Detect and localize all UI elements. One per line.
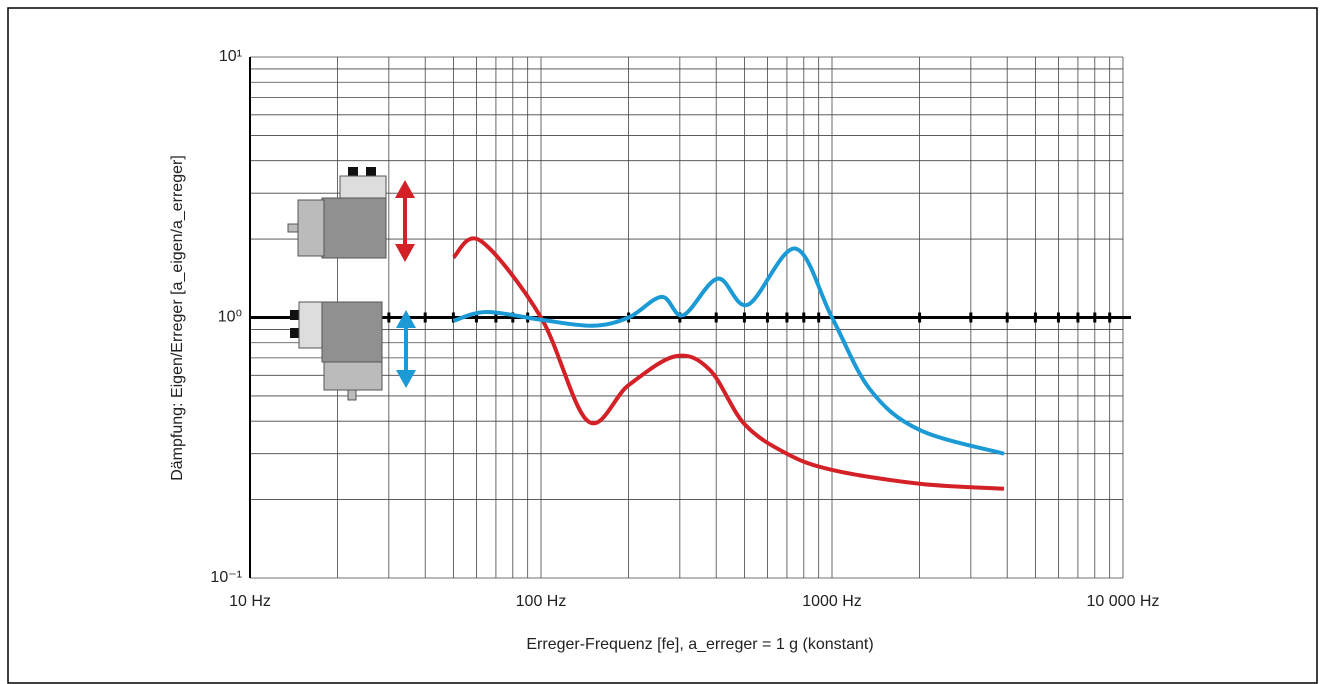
x-tick-label: 100 Hz <box>516 593 567 610</box>
y-tick-label: 10¹ <box>219 48 242 65</box>
y-tick-label: 10⁻¹ <box>210 569 242 586</box>
x-tick-label: 10 000 Hz <box>1087 593 1160 610</box>
sensor-illustration-lower <box>290 301 416 401</box>
line-series <box>452 246 1005 456</box>
plot-area: 10 Hz 100 Hz 1000 Hz 10 000 Hz 10⁻¹ 10⁰ 10¹ <box>210 48 1159 610</box>
line-series <box>451 236 1005 491</box>
x-tick-label: 1000 Hz <box>802 593 862 610</box>
x-tick-label: 10 Hz <box>229 593 271 610</box>
y-axis-label: Dämpfung: Eigen/Erreger [a_eigen/a_erreg… <box>169 155 186 481</box>
x-axis-label: Erreger-Frequenz [fe], a_erreger = 1 g (… <box>526 636 873 653</box>
y-tick-label: 10⁰ <box>218 309 242 326</box>
sensor-illustration-upper <box>287 167 415 262</box>
frame <box>7 7 1318 684</box>
